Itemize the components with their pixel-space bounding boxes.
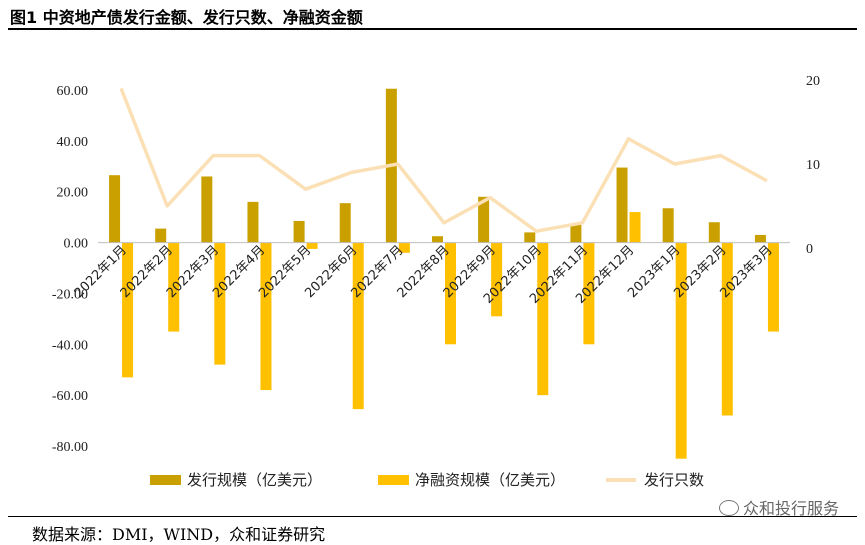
issuance-bar <box>109 175 121 243</box>
issuance-bar <box>432 236 443 243</box>
footer-rule <box>8 516 857 517</box>
y-right-tick-label: 10 <box>806 158 820 173</box>
net-financing-bar <box>675 242 687 459</box>
net-financing-bar <box>537 242 549 396</box>
net-financing-bar <box>445 242 456 345</box>
chart-title: 图1 中资地产债发行金额、发行只数、净融资金额 <box>10 8 363 27</box>
net-financing-bar <box>168 242 180 332</box>
issuance-bar <box>339 203 351 243</box>
net-financing-bar <box>491 242 503 317</box>
y-left-tick-label: 20.00 <box>57 186 89 201</box>
y-left-tick-label: -40.00 <box>52 338 88 353</box>
net-financing-bar <box>306 242 318 249</box>
issuance-bar <box>293 220 305 243</box>
wechat-icon <box>718 500 739 516</box>
y-left-tick-label: 60.00 <box>57 84 89 99</box>
issuance-bar <box>570 224 582 243</box>
y-left-tick-label: -80.00 <box>52 440 88 455</box>
legend-label-net-financing: 净融资规模（亿美元） <box>415 471 565 489</box>
net-financing-bar <box>629 212 641 243</box>
y-left-tick-label: -20.00 <box>52 287 88 302</box>
watermark: 众和投行服务 <box>718 495 839 519</box>
y-right-tick-label: 0 <box>806 242 813 257</box>
y-left-tick-label: 40.00 <box>57 135 89 150</box>
source-note: 数据来源：DMI，WIND，众和证券研究 <box>32 525 326 544</box>
title-rule <box>8 28 857 30</box>
issue-count-line <box>119 87 768 233</box>
y-left-tick-label: -60.00 <box>52 389 88 404</box>
issuance-bar <box>524 232 536 243</box>
net-financing-bar <box>583 242 595 345</box>
net-financing-bar <box>398 242 410 253</box>
legend-label-count: 发行只数 <box>644 471 704 489</box>
y-left-tick-label: 0.00 <box>64 237 89 252</box>
issuance-bar <box>155 228 167 243</box>
net-financing-bar <box>721 242 733 416</box>
issuance-bar <box>616 167 628 243</box>
net-financing-bar <box>214 242 226 365</box>
chart: 60.00 40.00 20.00 0.00 -20.00 -40.00 -60.00 -80… <box>52 74 820 489</box>
net-financing-bar <box>122 242 134 378</box>
legend-swatch-issuance <box>150 475 181 485</box>
issuance-bar <box>708 222 720 243</box>
y-right-tick-label: 20 <box>806 74 820 89</box>
net-financing-bar <box>352 242 364 410</box>
issuance-bar <box>662 208 674 243</box>
legend-label-issuance: 发行规模（亿美元） <box>187 471 322 489</box>
net-financing-bar <box>767 242 779 332</box>
issuance-bar <box>247 201 259 243</box>
issuance-bar <box>754 234 766 243</box>
net-financing-bar <box>260 242 272 391</box>
watermark-text: 众和投行服务 <box>742 499 839 518</box>
issuance-bar <box>201 176 213 243</box>
issuance-bar <box>478 196 490 243</box>
legend-swatch-net-financing <box>378 475 409 485</box>
